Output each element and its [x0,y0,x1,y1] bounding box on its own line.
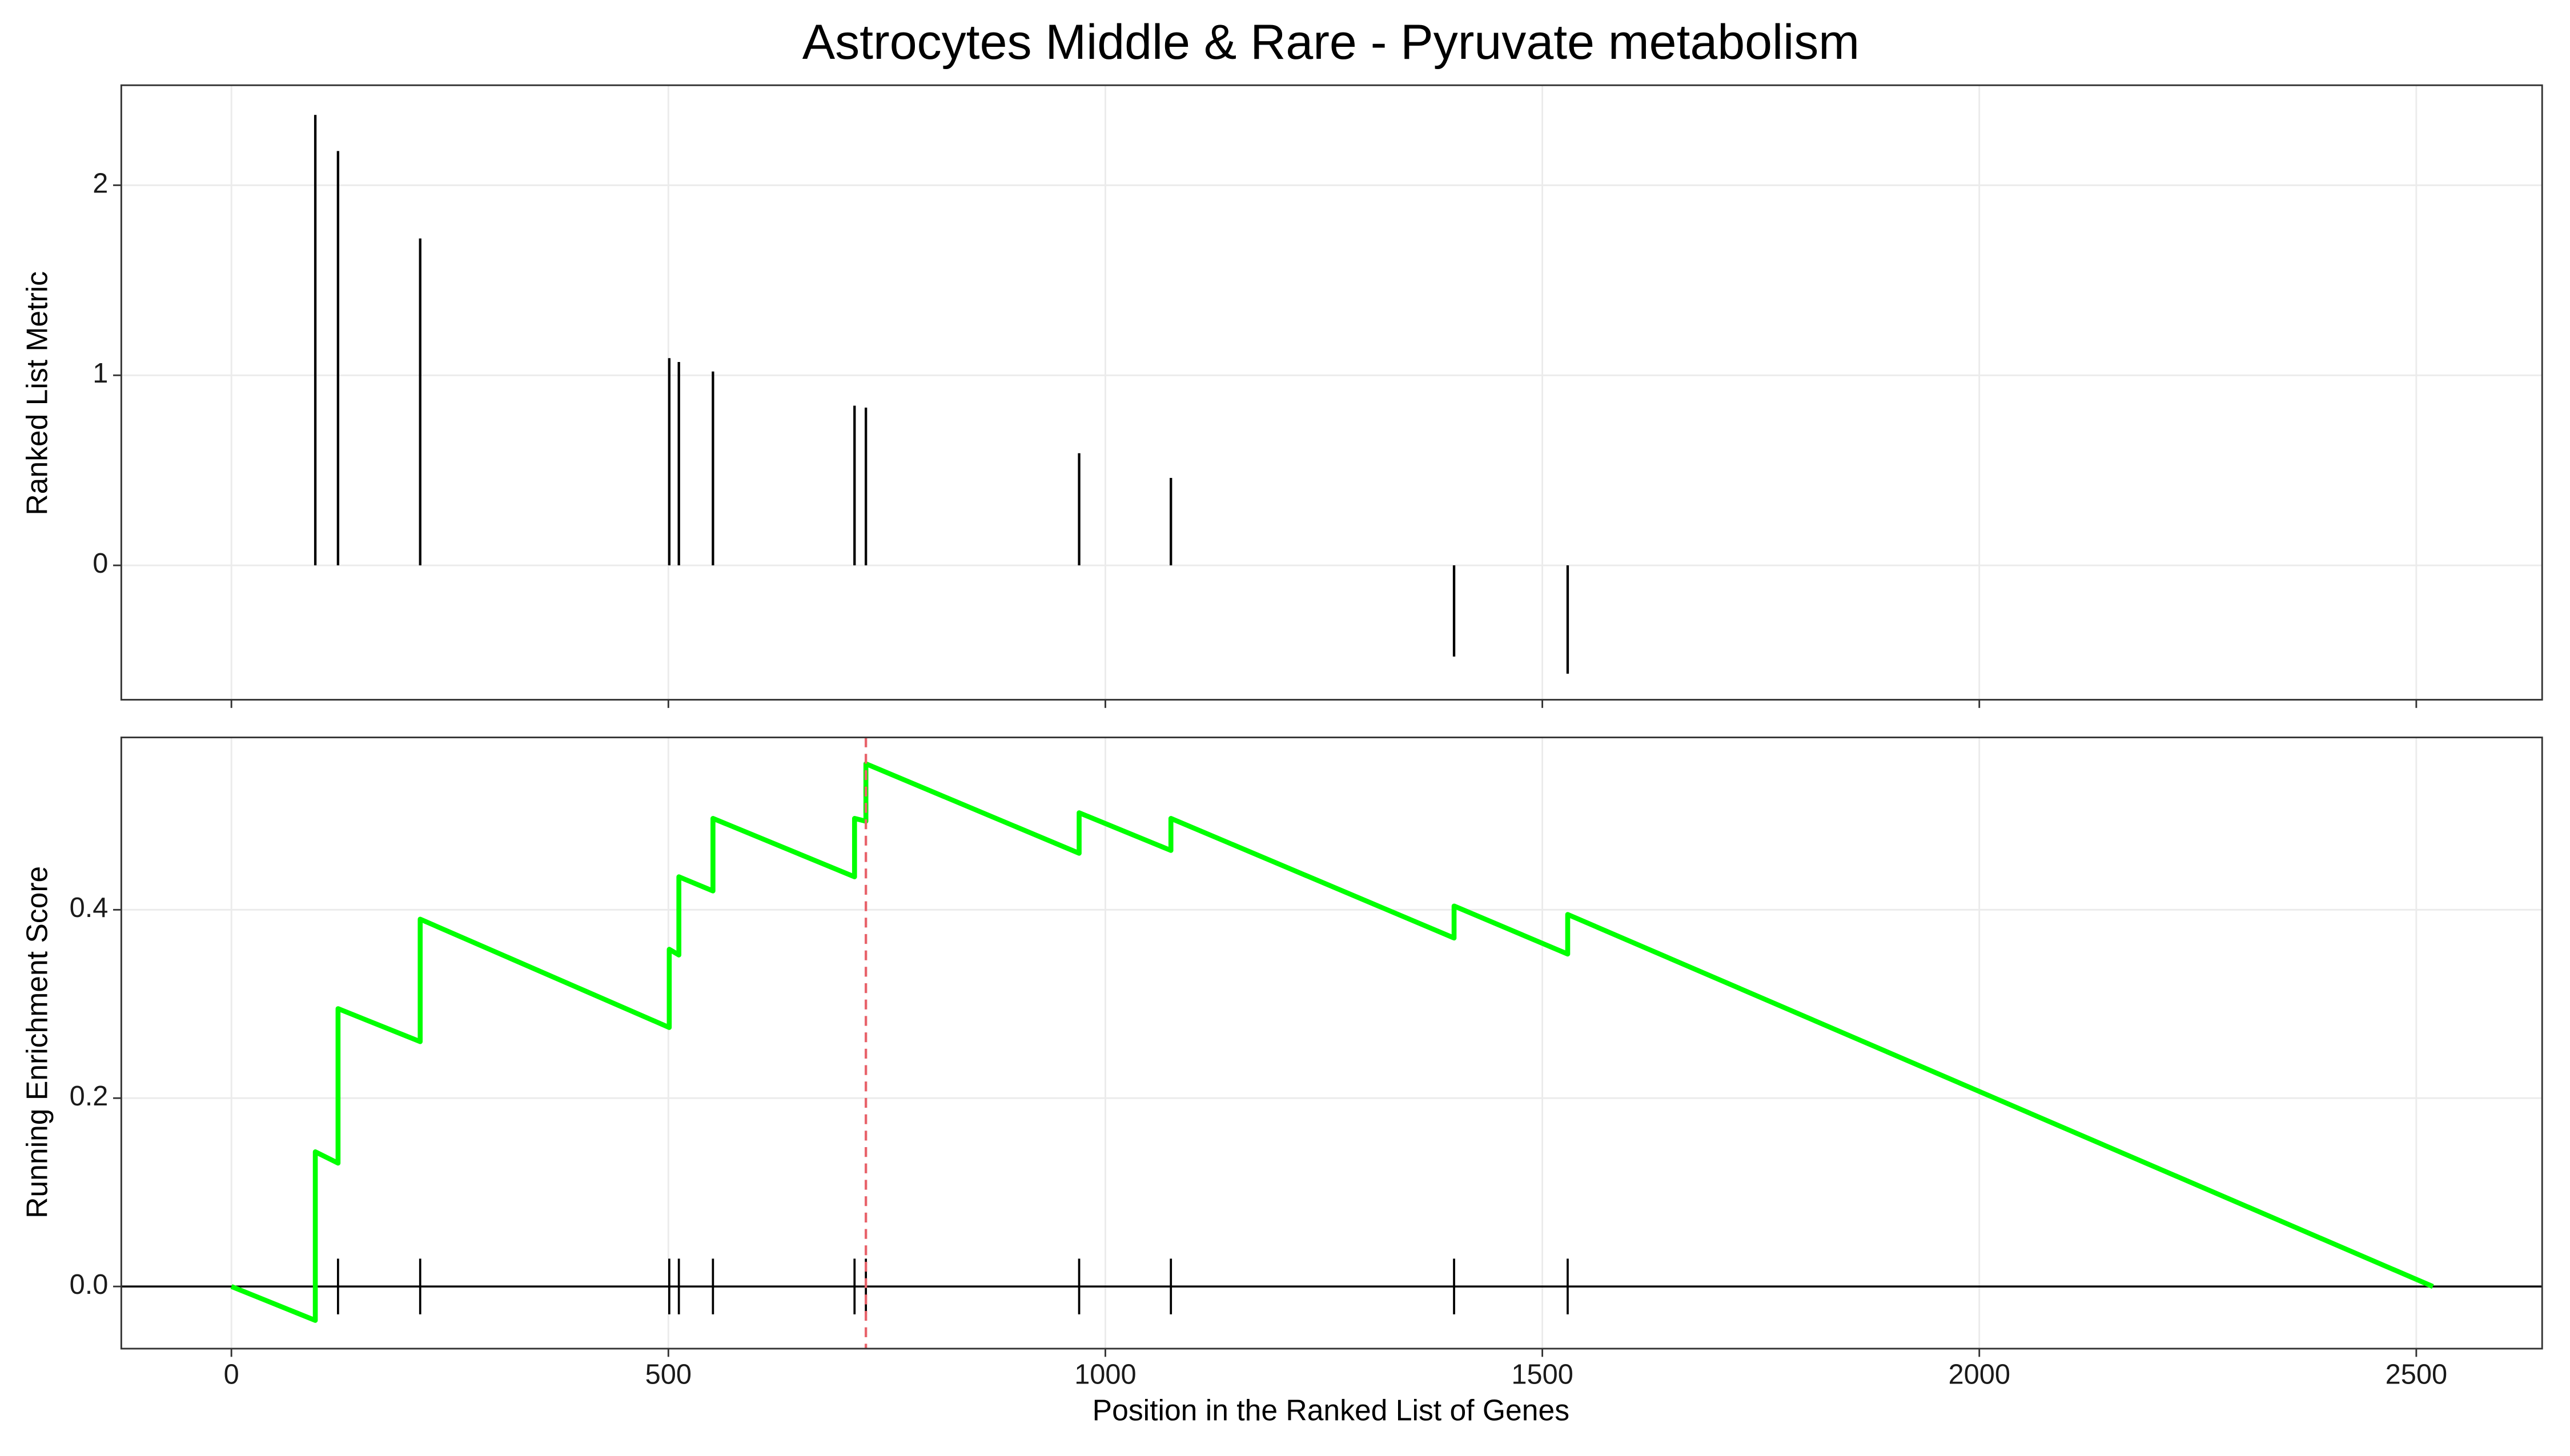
x-tick-label: 0 [224,1360,239,1390]
enrichment-line [230,761,2434,1323]
y-axis-title: Ranked List Metric [21,271,54,516]
panel [121,85,2543,700]
x-axis-title: Position in the Ranked List of Genes [1093,1394,1569,1427]
x-tick-label: 1000 [1074,1360,1137,1390]
y-tick-label: 2 [93,168,108,199]
y-tick-label: 0.2 [70,1081,109,1112]
panel [121,737,2543,1349]
x-tick-label: 500 [645,1360,692,1390]
y-tick-label: 0.0 [70,1269,109,1300]
x-tick-label: 2500 [2386,1360,2448,1390]
panel-border [120,737,2543,1350]
panel-border [120,84,2543,701]
y-tick-label: 0 [93,548,108,579]
y-tick-label: 1 [93,358,108,389]
x-tick-label: 1500 [1511,1360,1573,1390]
y-axis-title: Running Enrichment Score [21,866,54,1218]
x-tick-label: 2000 [1948,1360,2010,1390]
y-tick-label: 0.4 [70,892,109,923]
chart-title: Astrocytes Middle & Rare - Pyruvate meta… [802,15,1860,70]
